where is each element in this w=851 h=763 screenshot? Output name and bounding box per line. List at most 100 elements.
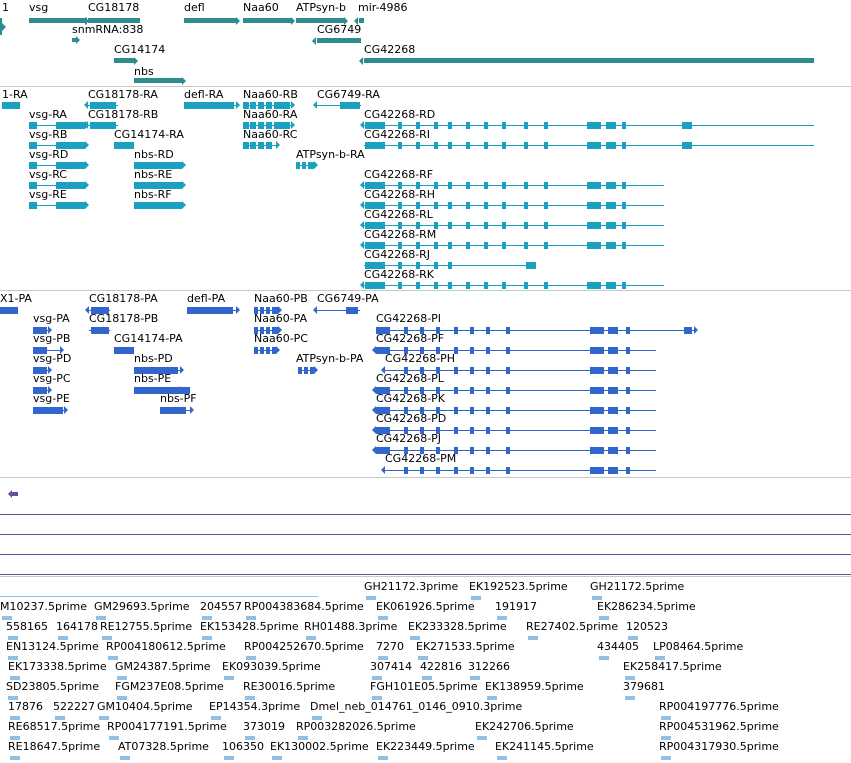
gene-feature[interactable] <box>134 78 182 83</box>
est-feature[interactable] <box>8 636 18 640</box>
est-feature[interactable] <box>410 636 420 640</box>
est-feature[interactable] <box>306 636 316 640</box>
est-feature[interactable] <box>477 736 487 740</box>
est-feature[interactable] <box>599 656 609 660</box>
est-feature[interactable] <box>471 596 481 600</box>
est-feature[interactable] <box>202 636 212 640</box>
intron-line <box>376 410 656 411</box>
est-feature[interactable] <box>96 616 106 620</box>
est-feature[interactable] <box>497 756 507 760</box>
exon-block <box>398 242 402 249</box>
exon-block <box>486 427 490 434</box>
est-feature[interactable] <box>366 596 376 600</box>
transcript-label: nbs-RE <box>134 168 173 181</box>
est-feature[interactable] <box>378 756 388 760</box>
est-feature[interactable] <box>655 656 665 660</box>
exon-block <box>365 282 385 289</box>
exon-block <box>544 122 548 129</box>
est-label: GM24387.5prime <box>115 660 211 673</box>
est-feature[interactable] <box>10 736 20 740</box>
misc-feature[interactable] <box>12 492 18 496</box>
est-label: 7270 <box>376 640 404 653</box>
strand-arrow-right-icon <box>60 346 64 354</box>
exon-block <box>506 387 510 394</box>
est-feature[interactable] <box>2 616 12 620</box>
gene-feature[interactable] <box>243 18 291 23</box>
est-feature[interactable] <box>117 676 127 680</box>
exon-block <box>308 162 314 169</box>
est-label: GM29693.5prime <box>94 600 190 613</box>
est-feature[interactable] <box>592 596 602 600</box>
est-feature[interactable] <box>109 736 119 740</box>
est-feature[interactable] <box>99 716 109 720</box>
exon-block <box>454 347 458 354</box>
est-label: 164178 <box>56 620 98 633</box>
gene-feature[interactable] <box>29 18 85 23</box>
gene-feature[interactable] <box>88 18 140 23</box>
est-feature[interactable] <box>55 716 65 720</box>
est-feature[interactable] <box>58 636 68 640</box>
est-feature[interactable] <box>422 676 432 680</box>
est-feature[interactable] <box>497 616 507 620</box>
est-feature[interactable] <box>10 716 20 720</box>
est-feature[interactable] <box>487 696 497 700</box>
est-feature[interactable] <box>117 696 127 700</box>
gene-feature[interactable] <box>317 38 361 43</box>
est-feature[interactable] <box>312 716 322 720</box>
est-feature[interactable] <box>246 656 256 660</box>
exon-block <box>266 122 272 129</box>
est-feature[interactable] <box>211 716 221 720</box>
est-feature[interactable] <box>661 736 671 740</box>
est-feature[interactable] <box>224 756 234 760</box>
est-feature[interactable] <box>470 676 480 680</box>
est-feature[interactable] <box>102 636 112 640</box>
exon-block <box>470 427 474 434</box>
exon-block <box>448 142 452 149</box>
protein-label: CG42268-PJ <box>376 432 442 445</box>
est-feature[interactable] <box>528 636 538 640</box>
exon-block <box>484 242 488 249</box>
gene-feature[interactable] <box>364 58 814 63</box>
est-feature[interactable] <box>245 736 255 740</box>
exon-block <box>486 407 490 414</box>
est-feature[interactable] <box>8 656 18 660</box>
est-feature[interactable] <box>625 676 635 680</box>
gene-feature[interactable] <box>184 18 236 23</box>
strand-arrow-left-icon <box>313 306 317 314</box>
est-feature[interactable] <box>372 676 382 680</box>
exon-block <box>134 162 182 169</box>
est-feature[interactable] <box>245 696 255 700</box>
est-feature[interactable] <box>120 756 130 760</box>
gene-feature[interactable] <box>0 18 2 35</box>
gene-feature[interactable] <box>296 18 344 23</box>
transcript-label: CG42268-RI <box>364 128 431 141</box>
est-feature[interactable] <box>202 616 212 620</box>
exon-block <box>272 327 278 334</box>
est-feature[interactable] <box>246 616 256 620</box>
est-feature[interactable] <box>108 656 118 660</box>
est-feature[interactable] <box>272 756 282 760</box>
est-feature[interactable] <box>372 696 382 700</box>
est-feature[interactable] <box>224 676 234 680</box>
est-feature[interactable] <box>628 636 638 640</box>
strand-arrow-left-icon <box>381 366 385 374</box>
gene-feature[interactable] <box>359 18 364 23</box>
est-feature[interactable] <box>378 656 388 660</box>
est-feature[interactable] <box>10 756 20 760</box>
est-feature[interactable] <box>661 756 671 760</box>
est-feature[interactable] <box>10 676 20 680</box>
exon-block <box>524 122 528 129</box>
est-feature[interactable] <box>378 616 388 620</box>
exon-block <box>448 222 452 229</box>
gene-feature[interactable] <box>72 38 76 42</box>
est-feature[interactable] <box>298 736 308 740</box>
est-feature[interactable] <box>8 696 18 700</box>
est-feature[interactable] <box>661 716 671 720</box>
est-feature[interactable] <box>599 616 609 620</box>
est-feature[interactable] <box>418 656 428 660</box>
est-feature[interactable] <box>625 696 635 700</box>
exon-block <box>243 142 249 149</box>
gene-feature[interactable] <box>114 58 134 63</box>
strand-arrow-right-icon <box>276 141 280 149</box>
strand-arrow-right-icon <box>291 121 295 129</box>
